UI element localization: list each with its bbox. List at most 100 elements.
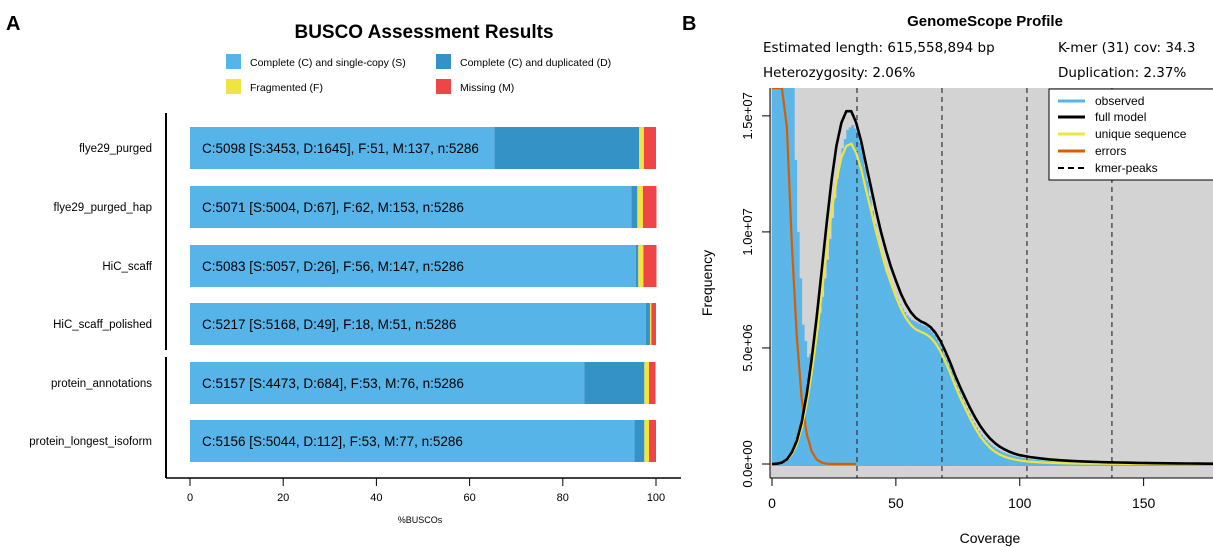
observed-bar xyxy=(841,148,845,466)
observed-bar xyxy=(826,259,830,466)
observed-bar xyxy=(908,317,912,466)
bar-label-3: C:5217 [S:5168, D:49], F:18, M:51, n:528… xyxy=(202,317,456,332)
bar-single-0 xyxy=(190,127,495,169)
gs-annotation-dup: Duplication: 2.37% xyxy=(1058,65,1186,81)
observed-bar xyxy=(913,321,917,466)
observed-bar xyxy=(928,329,931,466)
gs-x-ticks: 0 50 100 150 xyxy=(768,478,1156,511)
observed-bar xyxy=(933,335,936,466)
observed-bar xyxy=(1012,455,1016,466)
observed-bar xyxy=(895,299,899,466)
busco-bars: C:5098 [S:3453, D:1645], F:51, M:137, n:… xyxy=(190,127,657,462)
bar-missing-2 xyxy=(643,245,657,287)
busco-title: BUSCO Assessment Results xyxy=(294,22,553,43)
observed-bar xyxy=(947,365,951,466)
gs-annotation-length: Estimated length: 615,558,894 bp xyxy=(763,40,995,56)
bar-single-2 xyxy=(190,245,636,287)
observed-bar xyxy=(999,451,1003,466)
legend-label-full-model: full model xyxy=(1095,110,1146,124)
observed-bar xyxy=(960,396,964,466)
bar-duplicated-5 xyxy=(634,420,645,462)
observed-bar xyxy=(846,129,850,466)
observed-bar xyxy=(814,339,817,466)
observed-bar xyxy=(853,128,857,466)
observed-bar xyxy=(1019,457,1023,466)
observed-bar xyxy=(772,88,775,466)
gs-title: GenomeScope Profile xyxy=(907,13,1063,30)
observed-bar xyxy=(997,450,1001,466)
observed-bar xyxy=(898,303,902,466)
legend-label-unique: unique sequence xyxy=(1095,127,1187,141)
bar-duplicated-2 xyxy=(635,245,639,287)
observed-bar xyxy=(965,408,969,466)
bar-label-4: C:5157 [S:4473, D:684], F:53, M:76, n:52… xyxy=(202,376,464,391)
observed-bar xyxy=(980,434,983,466)
observed-bar xyxy=(920,324,924,466)
observed-bar xyxy=(786,88,790,466)
bar-fragmented-1 xyxy=(637,186,643,228)
observed-bar xyxy=(957,390,961,466)
gs-x-tick-label-0: 0 xyxy=(768,495,776,511)
legend-label-fragmented: Fragmented (F) xyxy=(250,82,323,94)
bar-duplicated-3 xyxy=(645,303,650,345)
gs-annotation-kmer: K-mer (31) cov: 34.3 xyxy=(1058,40,1195,56)
panel-a-label: A xyxy=(6,13,20,35)
observed-bar xyxy=(923,325,927,466)
observed-bar xyxy=(994,448,998,466)
observed-bar xyxy=(1009,455,1013,466)
gs-legend: observed full model unique sequence erro… xyxy=(1048,88,1213,181)
observed-bar xyxy=(878,246,882,466)
busco-x-tick-label-3: 60 xyxy=(463,492,475,504)
gs-y-label: Frequency xyxy=(699,250,715,316)
legend-label-kmer-peaks: kmer-peaks xyxy=(1095,161,1158,175)
category-label-3: HiC_scaff_polished xyxy=(53,319,152,331)
observed-bar xyxy=(930,331,934,466)
observed-bar xyxy=(774,88,778,466)
observed-bar xyxy=(851,125,855,466)
gs-y-tick-label-0: 0.0e+00 xyxy=(740,440,755,487)
gs-annotation-het: Heterozygosity: 2.06% xyxy=(763,65,915,81)
observed-bar xyxy=(1014,456,1018,466)
bar-single-4 xyxy=(190,362,585,404)
bar-single-3 xyxy=(190,303,646,345)
gs-x-label: Coverage xyxy=(960,530,1021,546)
gs-x-tick-label-3: 150 xyxy=(1132,495,1156,511)
bar-duplicated-4 xyxy=(584,362,645,404)
bar-fragmented-4 xyxy=(644,362,650,404)
observed-bar xyxy=(883,265,887,466)
observed-bar xyxy=(937,343,941,466)
observed-bar xyxy=(801,324,805,466)
observed-bar xyxy=(811,350,815,466)
observed-bar xyxy=(848,127,852,466)
bar-fragmented-5 xyxy=(644,420,650,462)
legend-swatch-missing xyxy=(436,79,451,94)
busco-x-tick-label-2: 40 xyxy=(370,492,382,504)
gs-model-lines xyxy=(771,88,1213,466)
bar-label-0: C:5098 [S:3453, D:1645], F:51, M:137, n:… xyxy=(202,141,479,156)
category-label-4: protein_annotations xyxy=(51,378,152,390)
observed-bar xyxy=(838,163,842,466)
observed-bar xyxy=(1004,453,1008,466)
legend-swatch-duplicated xyxy=(436,54,451,69)
gs-observed-histogram xyxy=(772,88,1213,467)
observed-bar xyxy=(881,257,884,466)
bar-missing-4 xyxy=(649,362,656,404)
gs-y-tick-label-1: 5.0e+06 xyxy=(740,324,755,371)
observed-bar xyxy=(876,236,879,466)
observed-bar xyxy=(1002,452,1006,466)
observed-bar xyxy=(816,329,820,466)
observed-bar xyxy=(935,338,939,466)
observed-bar xyxy=(831,217,835,466)
observed-bar xyxy=(942,353,946,466)
observed-bar xyxy=(962,402,966,466)
bar-single-1 xyxy=(190,186,632,228)
observed-bar xyxy=(856,132,860,467)
observed-bar xyxy=(833,198,837,466)
unique-sequence-line xyxy=(771,142,1213,466)
busco-x-tick-label-0: 0 xyxy=(187,492,193,504)
observed-bar xyxy=(910,320,914,466)
busco-legend: Complete (C) and single-copy (S) Complet… xyxy=(226,54,611,94)
observed-bar xyxy=(967,413,971,466)
observed-bar xyxy=(900,308,904,466)
